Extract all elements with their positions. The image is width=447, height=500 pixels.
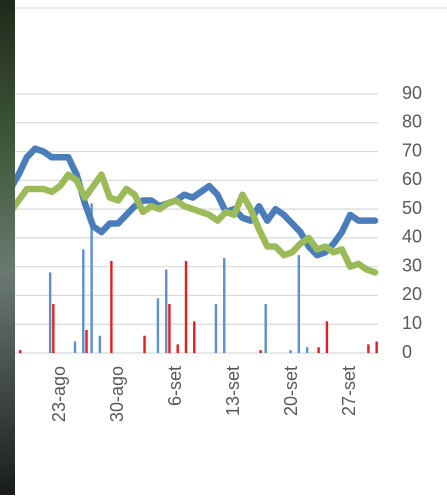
bar [74, 341, 76, 353]
bar [99, 336, 101, 353]
x-tick-label: 20-set [281, 366, 301, 416]
bar [317, 347, 319, 353]
y-tick-label: 80 [402, 112, 422, 132]
bar [326, 321, 328, 353]
y-tick-label: 10 [402, 313, 422, 333]
bar [289, 350, 291, 353]
bar [157, 298, 159, 353]
y-tick-label: 0 [402, 342, 412, 362]
bar [143, 336, 145, 353]
plot-area: 0 10 20 30 40 50 60 70 80 90 23-ago 30-ago 6-set 13-s… [6, 83, 422, 422]
bar [215, 304, 217, 353]
y-tick-label: 90 [402, 83, 422, 103]
background-photo-strip [0, 0, 15, 495]
bar [82, 249, 84, 353]
y-tick-label: 20 [402, 284, 422, 304]
bar [52, 304, 54, 353]
x-tick-label: 23-ago [49, 366, 69, 422]
bar [264, 304, 266, 353]
x-tick-label: 30-ago [107, 366, 127, 422]
bar [168, 304, 170, 353]
bar [298, 255, 300, 353]
bar [367, 344, 369, 353]
bar [110, 261, 112, 353]
chart: 0 10 20 30 40 50 60 70 80 90 23-ago 30-ago 6-set 13-s… [0, 0, 447, 495]
bar [259, 350, 261, 353]
bar [177, 344, 179, 353]
line [10, 149, 375, 255]
bar [223, 258, 225, 353]
page: {"chart_data": {"type": "bar-line", "cat… [0, 0, 447, 495]
x-tick-label: 13-set [223, 366, 243, 416]
y-tick-label: 70 [402, 140, 422, 160]
y-tick-label: 60 [402, 169, 422, 189]
bar [19, 350, 21, 353]
bar [85, 330, 87, 353]
bar [375, 341, 377, 353]
line [10, 175, 375, 273]
y-tick-label: 40 [402, 227, 422, 247]
x-tick-label: 6-set [165, 366, 185, 406]
y-tick-label: 50 [402, 198, 422, 218]
bar [185, 261, 187, 353]
y-tick-label: 30 [402, 255, 422, 275]
bar [306, 347, 308, 353]
bar [165, 270, 167, 353]
x-tick-label: 27-set [339, 366, 359, 416]
bar [193, 321, 195, 353]
bar [49, 272, 51, 353]
